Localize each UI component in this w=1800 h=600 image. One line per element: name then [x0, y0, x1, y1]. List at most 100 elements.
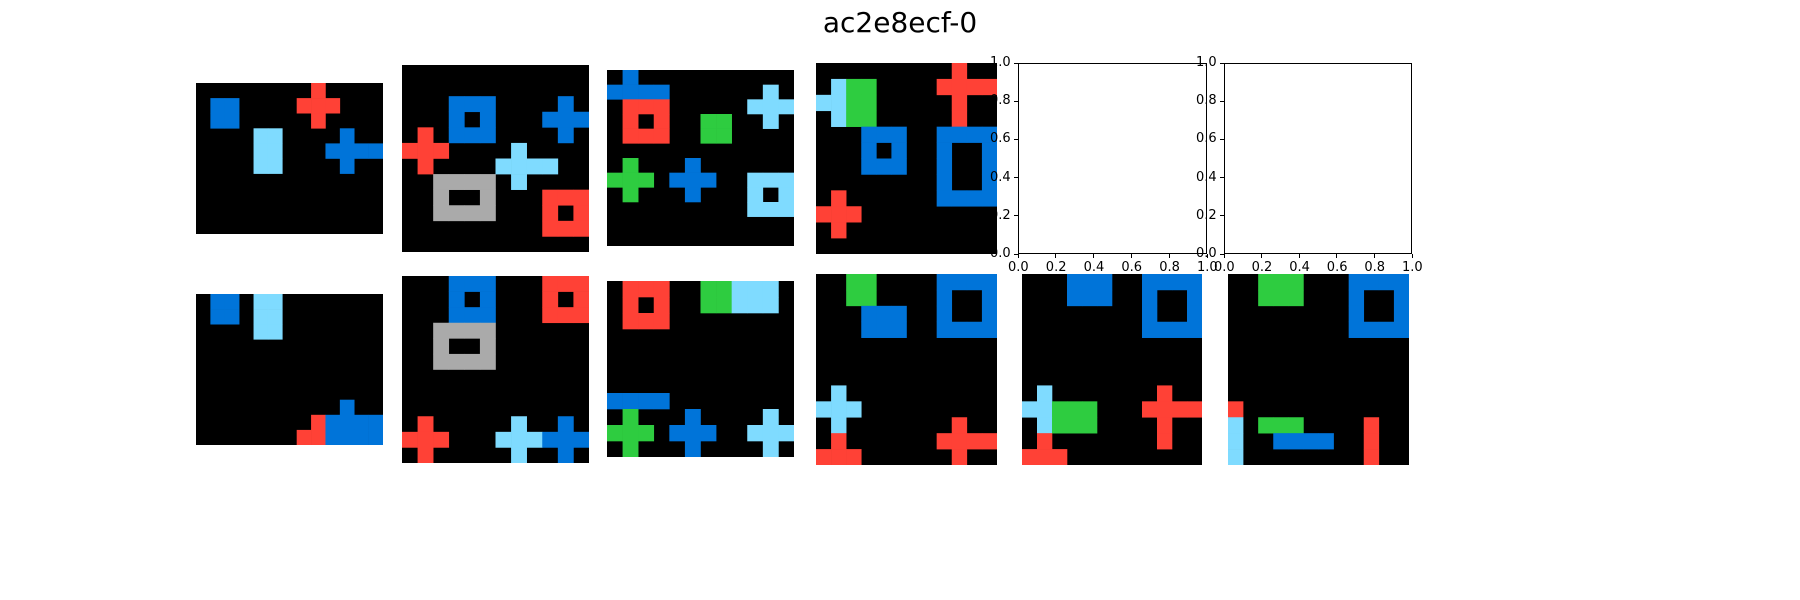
grid-cell — [1052, 417, 1068, 434]
grid-cell — [224, 113, 240, 129]
y-tick-label: 0.0 — [990, 246, 1011, 261]
grid-cell — [716, 297, 732, 314]
grid-cell — [1142, 401, 1158, 418]
grid-cell — [669, 172, 686, 188]
grid-cell — [951, 78, 968, 96]
y-tick-label: 0.4 — [990, 169, 1011, 185]
grid-cell — [210, 294, 226, 310]
grid-cell — [831, 222, 847, 239]
grid-cell — [1228, 401, 1244, 418]
grid-cell — [936, 305, 953, 323]
grid-cell — [936, 126, 953, 143]
grid-cell — [464, 353, 481, 370]
grid-cell — [479, 174, 496, 190]
grid-panel — [196, 294, 383, 445]
grid-cell — [479, 353, 496, 370]
grid-cell — [861, 274, 877, 291]
grid-cell — [861, 126, 877, 143]
grid-cell — [653, 281, 670, 298]
x-tick-mark — [1223, 254, 1225, 258]
grid-cell — [464, 96, 481, 113]
grid-cell — [1228, 433, 1244, 450]
grid-cell — [479, 189, 496, 206]
grid-cell — [354, 414, 369, 431]
grid-cell — [495, 431, 512, 448]
grid-cell — [778, 187, 794, 203]
grid-cell — [966, 190, 983, 207]
grid-cell — [339, 128, 355, 144]
grid-cell — [1157, 321, 1173, 338]
grid-cell — [1393, 274, 1409, 291]
grid-cell — [1363, 449, 1380, 465]
grid-cell — [622, 84, 639, 100]
grid-cell — [1378, 274, 1395, 291]
y-tick-mark — [1220, 253, 1224, 255]
grid-cell — [831, 78, 847, 96]
x-tick-label: 0.4 — [1289, 260, 1310, 275]
grid-cell — [951, 274, 968, 291]
y-tick-mark — [1014, 100, 1018, 102]
grid-cell — [1142, 289, 1158, 307]
grid-cell — [716, 281, 732, 298]
grid-cell — [846, 401, 862, 418]
grid-cell — [354, 143, 369, 159]
x-tick-mark — [1055, 254, 1057, 258]
grid-cell — [831, 94, 847, 112]
grid-cell — [700, 114, 717, 129]
grid-cell — [479, 205, 496, 222]
grid-cell — [684, 425, 701, 442]
grid-cell — [448, 276, 465, 292]
grid-cell — [762, 297, 779, 314]
grid-cell — [464, 276, 481, 292]
grid-cell — [846, 94, 862, 112]
grid-cell — [831, 449, 847, 465]
grid-cell — [762, 99, 779, 115]
y-tick-mark — [1220, 100, 1224, 102]
x-tick-label: 0.8 — [1364, 260, 1386, 275]
grid-cell — [653, 313, 670, 330]
grid-cell — [876, 321, 892, 338]
grid-cell — [638, 84, 655, 100]
grid-cell — [1363, 274, 1380, 291]
grid-cell — [638, 313, 655, 330]
grid-cell — [622, 187, 639, 203]
grid-panel — [607, 281, 794, 457]
grid-cell — [479, 291, 496, 308]
grid-cell — [1142, 305, 1158, 323]
grid-cell — [573, 205, 589, 222]
grid-cell — [1067, 289, 1083, 307]
grid-panel — [607, 70, 794, 246]
grid-panel — [816, 274, 997, 465]
grid-cell — [224, 98, 240, 114]
grid-cell — [622, 297, 639, 314]
grid-cell — [700, 172, 717, 188]
grid-cell — [951, 126, 968, 143]
grid-cell — [210, 98, 226, 114]
grid-cell — [891, 305, 907, 323]
grid-cell — [936, 158, 953, 175]
grid-cell — [511, 431, 527, 448]
grid-cell — [253, 143, 269, 159]
grid-cell — [700, 297, 717, 314]
grid-cell — [700, 425, 717, 442]
grid-cell — [831, 206, 847, 223]
grid-cell — [831, 401, 847, 418]
grid-cell — [479, 322, 496, 339]
grid-cell — [1037, 417, 1053, 434]
grid-cell — [936, 78, 953, 96]
grid-cell — [368, 414, 383, 431]
grid-cell — [311, 113, 326, 129]
grid-cell — [622, 70, 639, 85]
grid-cell — [1142, 274, 1158, 291]
grid-cell — [861, 158, 877, 175]
grid-cell — [638, 393, 655, 410]
grid-cell — [684, 409, 701, 426]
grid-cell — [448, 291, 465, 308]
grid-cell — [479, 127, 496, 144]
grid-cell — [607, 393, 623, 410]
x-tick-label: 0.4 — [1083, 260, 1105, 275]
grid-cell — [417, 431, 434, 448]
grid-cell — [1288, 274, 1304, 291]
grid-cell — [1273, 289, 1289, 307]
grid-cell — [951, 417, 968, 434]
